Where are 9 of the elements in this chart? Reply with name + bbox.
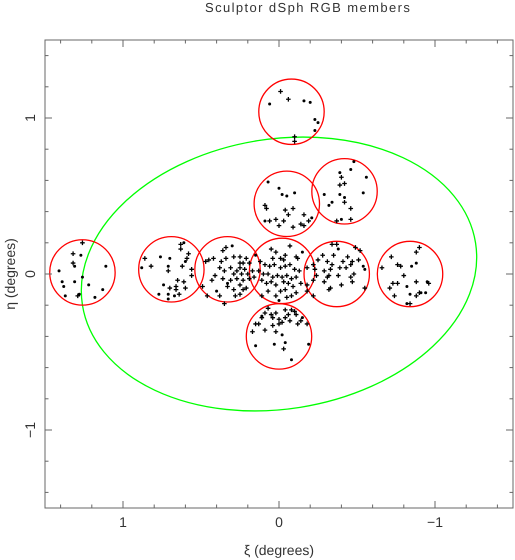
y-axis-title: η (degrees) [2, 238, 18, 310]
x-tick-label: −1 [427, 514, 444, 530]
x-tick-label: 1 [119, 514, 128, 530]
y-tick-label: 0 [22, 270, 38, 278]
chart-title: Sculptor dSph RGB members [205, 0, 412, 15]
y-tick-label: −1 [22, 422, 38, 438]
y-tick-label: 1 [22, 114, 38, 122]
x-axis-title: ξ (degrees) [244, 542, 314, 558]
x-tick-label: 0 [275, 514, 284, 530]
